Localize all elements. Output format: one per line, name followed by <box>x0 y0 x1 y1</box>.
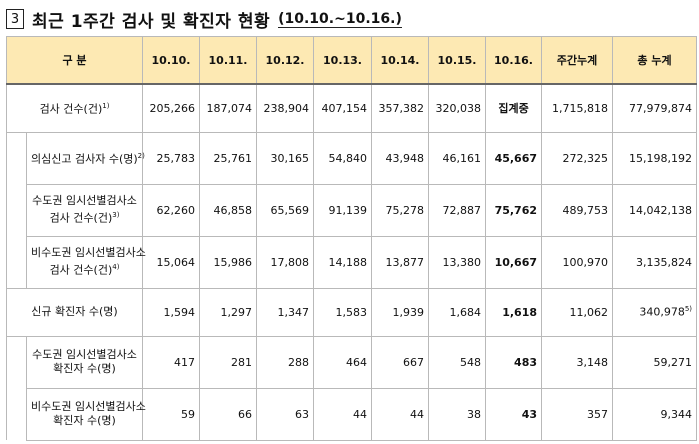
header-row: 구 분 10.10. 10.11. 10.12. 10.13. 10.14. 1… <box>5 36 698 85</box>
section-title: 3 최근 1주간 검사 및 확진자 현황 (10.10.~10.16.) <box>6 6 402 32</box>
cell: 281 <box>199 335 258 389</box>
cell: 14,188 <box>313 235 373 289</box>
cell: 46,858 <box>199 183 258 237</box>
cell: 9,344 <box>612 387 698 441</box>
cell: 72,887 <box>428 183 487 237</box>
stats-table: 구 분 10.10. 10.11. 10.12. 10.13. 10.14. 1… <box>5 36 698 441</box>
row-label: 검사 건수(건)1) <box>5 83 144 133</box>
table-row: 수도권 임시선별검사소 확진자 수(명) 417 281 288 464 667 … <box>6 335 698 440</box>
cell: 62,260 <box>142 183 201 237</box>
indent-cell <box>6 132 27 288</box>
table-row: 검사 건수(건)1) 205,266 187,074 238,904 407,1… <box>5 83 698 133</box>
cell: 44 <box>313 387 373 441</box>
cell: 238,904 <box>256 83 315 133</box>
table-row: 수도권 임시선별검사소 검사 건수(건)3) 62,260 46,858 65,5… <box>7 183 698 237</box>
cell: 44 <box>371 387 430 441</box>
cell: 75,762 <box>485 183 543 237</box>
header-grand-total: 총 누계 <box>612 36 698 85</box>
cell: 25,761 <box>199 131 258 185</box>
cell: 272,325 <box>541 131 614 185</box>
cell: 357 <box>541 387 614 441</box>
indent-cell <box>6 336 27 440</box>
row-label: 신규 확진자 수(명) <box>5 287 144 337</box>
cell: 13,380 <box>428 235 487 289</box>
cell: 3,135,824 <box>612 235 698 289</box>
title-text: 최근 1주간 검사 및 확진자 현황 <box>32 11 271 32</box>
table-row: 비수도권 임시선별검사소 검사 건수(건)4) 15,064 15,986 17,… <box>7 235 698 289</box>
cell: 1,618 <box>485 287 543 337</box>
header-date: 10.16. <box>485 36 543 85</box>
header-date: 10.15. <box>428 36 487 85</box>
cell: 357,382 <box>371 83 430 133</box>
cell: 205,266 <box>142 83 201 133</box>
row-label: 수도권 임시선별검사소 검사 건수(건)3) <box>25 183 144 237</box>
cell: 14,042,138 <box>612 183 698 237</box>
cell: 464 <box>313 335 373 389</box>
cell: 77,979,874 <box>612 83 698 133</box>
cell: 1,594 <box>142 287 201 337</box>
cell: 59 <box>142 387 201 441</box>
cell: 667 <box>371 335 430 389</box>
header-date: 10.12. <box>256 36 315 85</box>
section-number: 3 <box>6 9 24 29</box>
row-label: 비수도권 임시선별검사소 검사 건수(건)4) <box>25 235 146 289</box>
cell: 483 <box>485 335 543 389</box>
header-date: 10.11. <box>199 36 258 85</box>
cell: 75,278 <box>371 183 430 237</box>
row-label: 비수도권 임시선별검사소 확진자 수(명) <box>25 387 146 441</box>
cell: 11,062 <box>541 287 614 337</box>
cell: 54,840 <box>313 131 373 185</box>
header-category: 구 분 <box>5 36 144 85</box>
header-date: 10.14. <box>371 36 430 85</box>
cell: 548 <box>428 335 487 389</box>
cell: 59,271 <box>612 335 698 389</box>
cell: 91,139 <box>313 183 373 237</box>
cell: 1,297 <box>199 287 258 337</box>
cell: 340,9785) <box>612 287 698 337</box>
row-label: 의심신고 검사자 수(명)2) <box>25 131 145 185</box>
row-label: 수도권 임시선별검사소 확진자 수(명) <box>25 335 144 389</box>
cell: 288 <box>256 335 315 389</box>
cell: 15,198,192 <box>612 131 698 185</box>
cell: 15,986 <box>199 235 258 289</box>
cell: 66 <box>199 387 258 441</box>
cell: 3,148 <box>541 335 614 389</box>
cell: 43,948 <box>371 131 430 185</box>
cell: 187,074 <box>199 83 258 133</box>
cell: 13,877 <box>371 235 430 289</box>
header-date: 10.13. <box>313 36 373 85</box>
cell: 17,808 <box>256 235 315 289</box>
cell: 15,064 <box>142 235 201 289</box>
cell: 1,939 <box>371 287 430 337</box>
table-row: 신규 확진자 수(명) 1,594 1,297 1,347 1,583 1,93… <box>5 287 698 337</box>
header-weekly-total: 주간누계 <box>541 36 614 85</box>
title-period: (10.10.~10.16.) <box>278 10 402 28</box>
table-row: 비수도권 임시선별검사소 확진자 수(명) 59 66 63 44 44 38 4… <box>7 387 698 441</box>
cell: 1,583 <box>313 287 373 337</box>
cell: 1,715,818 <box>541 83 614 133</box>
cell: 1,684 <box>428 287 487 337</box>
cell: 30,165 <box>256 131 315 185</box>
cell: 417 <box>142 335 201 389</box>
cell: 38 <box>428 387 487 441</box>
cell: 407,154 <box>313 83 373 133</box>
table-row: 의심신고 검사자 수(명)2) 25,783 25,761 30,165 54,… <box>6 131 698 288</box>
cell: 100,970 <box>541 235 614 289</box>
cell: 10,667 <box>485 235 543 289</box>
cell: 320,038 <box>428 83 487 133</box>
cell: 집계중 <box>485 83 543 133</box>
cell: 1,347 <box>256 287 315 337</box>
cell: 25,783 <box>142 131 201 185</box>
cell: 43 <box>485 387 543 441</box>
cell: 65,569 <box>256 183 315 237</box>
cell: 45,667 <box>485 131 543 185</box>
cell: 63 <box>256 387 315 441</box>
header-date: 10.10. <box>142 36 201 85</box>
cell: 489,753 <box>541 183 614 237</box>
cell: 46,161 <box>428 131 487 185</box>
